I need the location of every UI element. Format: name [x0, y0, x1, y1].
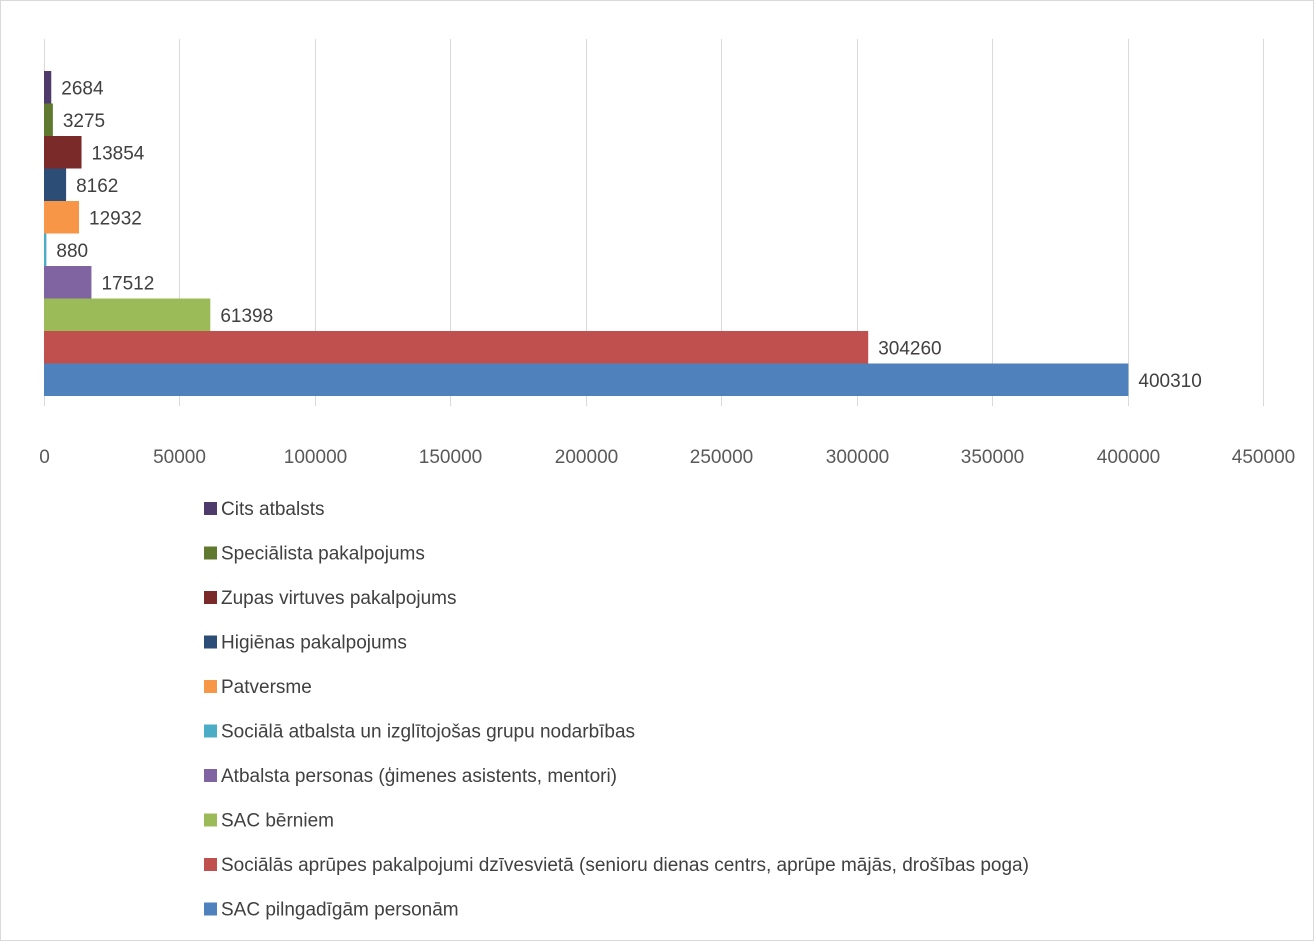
legend-swatch [204, 769, 217, 782]
legend-entry: SAC pilngadīgām personām [221, 900, 459, 921]
data-label: 880 [56, 241, 88, 262]
bar [44, 71, 52, 104]
x-tick-label: 100000 [284, 447, 347, 468]
legend-swatch [204, 591, 217, 604]
legend-entry: SAC bērniem [221, 811, 334, 832]
data-label: 8162 [76, 176, 118, 197]
bar [44, 136, 82, 169]
x-tick-label: 400000 [1097, 447, 1160, 468]
bar [44, 233, 47, 266]
x-tick-label: 150000 [419, 447, 482, 468]
legend-entry: Zupas virtuves pakalpojums [221, 588, 457, 609]
data-label: 2684 [61, 78, 104, 99]
legend-swatch [204, 858, 217, 871]
legend-swatch [204, 635, 217, 649]
legend-entry: Higiēnas pakalpojums [221, 633, 407, 654]
bar [44, 363, 1129, 396]
x-tick-label: 300000 [826, 447, 889, 468]
bars [44, 71, 1129, 396]
bar [44, 266, 92, 299]
x-tick-label: 350000 [961, 447, 1024, 468]
bar [44, 103, 53, 136]
legend-entry: Patversme [221, 677, 312, 698]
legend-swatch [204, 902, 217, 916]
bar [44, 331, 869, 364]
bar [44, 168, 67, 201]
x-tick-label: 450000 [1232, 447, 1295, 468]
legend-entry: Cits atbalsts [221, 499, 324, 520]
legend-swatch [204, 813, 217, 827]
legend: Cits atbalsts Speciālista pakalpojums Zupa… [204, 499, 1029, 921]
data-label: 304260 [878, 338, 941, 359]
legend-entry: Sociālās aprūpes pakalpojumi dzīvesvietā… [221, 855, 1029, 876]
x-tick-label: 0 [39, 447, 50, 468]
data-label: 13854 [92, 143, 145, 164]
x-tick-label: 200000 [555, 447, 618, 468]
data-label: 400310 [1138, 371, 1201, 392]
legend-swatch [204, 724, 217, 738]
gridlines [44, 39, 1264, 406]
legend-entry: Atbalsta personas (ģimenes asistents, me… [221, 766, 617, 787]
legend-entry: Speciālista pakalpojums [221, 544, 425, 565]
legend-swatch [204, 546, 217, 560]
bar [44, 201, 80, 234]
legend-swatch [204, 680, 217, 693]
x-tick-label: 250000 [690, 447, 753, 468]
data-label: 3275 [63, 111, 105, 132]
legend-entry: Sociālā atbalsta un izglītojošas grupu n… [221, 722, 635, 743]
data-label: 17512 [101, 273, 154, 294]
bar [44, 298, 211, 331]
data-label: 12932 [89, 208, 142, 229]
x-axis-ticks: 0 50000 100000 150000 200000 250000 300000 3500… [39, 447, 1295, 468]
data-label: 61398 [220, 306, 273, 327]
legend-swatch [204, 502, 217, 515]
x-tick-label: 50000 [153, 447, 206, 468]
